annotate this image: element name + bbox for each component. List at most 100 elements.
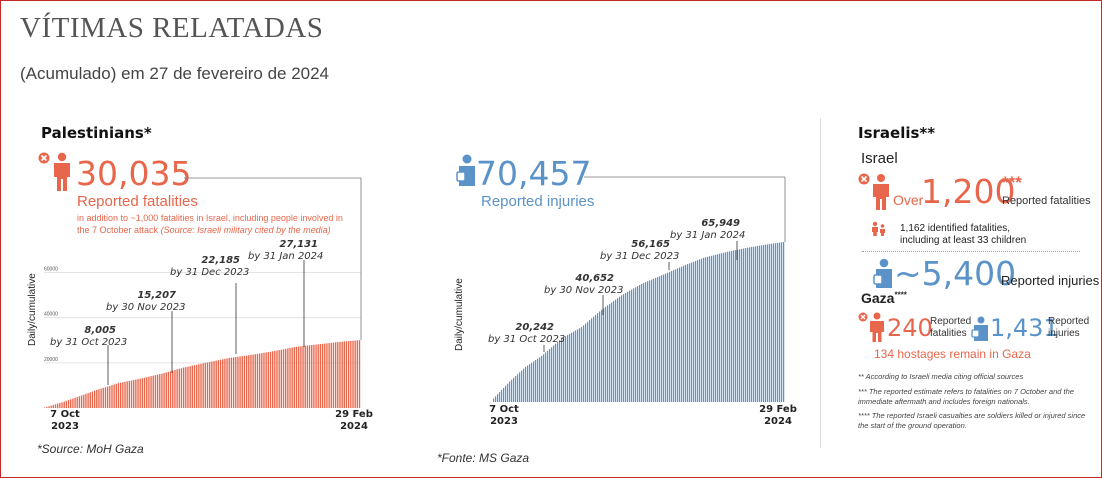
injuries-bar (751, 247, 753, 402)
injuries-bar (555, 343, 557, 402)
fatalities-bar (263, 352, 265, 408)
fatalities-bar (258, 353, 261, 408)
injuries-bar (649, 280, 651, 402)
source-note-1: *Source: MoH Gaza (37, 442, 144, 456)
fatalities-bar (119, 382, 122, 408)
fatalities-annotation-nov: 15,207 by 30 Nov 2023 (106, 290, 186, 313)
fatalities-bar (341, 341, 343, 408)
injuries-bar (591, 318, 593, 402)
israel-fatalities-stars: *** (1002, 173, 1022, 192)
fatalities-bar (219, 359, 222, 408)
fatalities-bar (176, 369, 178, 408)
fatalities-bar (172, 370, 174, 408)
injury-person-icon (456, 154, 475, 186)
israel-subheading: Israel (861, 150, 898, 167)
fatalities-bar (295, 346, 298, 408)
injuries-bar (549, 348, 551, 402)
fatalities-bar (113, 384, 115, 408)
injuries-bar (529, 364, 531, 402)
fatalities-bar (146, 377, 148, 408)
fatalities-bar (161, 373, 163, 408)
injuries-bar (733, 250, 735, 402)
fatalities-bar (317, 344, 319, 408)
injuries-annotation-dec: 56,165 by 31 Dec 2023 (600, 239, 680, 262)
fatalities-bar (50, 405, 52, 408)
injuries-bar (699, 259, 701, 402)
section-divider (820, 118, 821, 448)
fatalities-bar (78, 396, 81, 408)
fatalities-y-tick-label: 60000 (44, 267, 58, 273)
injuries-bar (653, 278, 655, 402)
fatalities-bar (235, 357, 237, 408)
fatalities-bar (239, 356, 241, 408)
injuries-bar (663, 274, 665, 402)
injuries-bar (689, 263, 691, 402)
fatalities-bar (178, 368, 180, 408)
fatalities-bar (332, 342, 335, 408)
injuries-bar (575, 330, 577, 402)
injuries-bar (641, 283, 643, 402)
injuries-bar (747, 247, 749, 402)
injuries-bar (659, 276, 661, 402)
injuries-bar (569, 333, 571, 402)
footnote-3star: *** The reported estimate refers to fata… (858, 387, 1074, 406)
fatalities-bar (343, 341, 345, 408)
injuries-bar (721, 253, 723, 402)
injuries-bar (503, 387, 505, 402)
injuries-bar (567, 335, 569, 402)
fatalities-bar (111, 385, 113, 408)
fatalities-bar (202, 363, 204, 408)
fatalities-bar (308, 345, 311, 408)
israel-fatality-icon (858, 173, 889, 210)
fatalities-bar (187, 366, 189, 408)
fatalities-bar (328, 343, 330, 408)
injuries-bar (545, 352, 547, 402)
fatalities-bar (135, 379, 137, 408)
injuries-bar (719, 253, 721, 402)
injuries-bar (773, 243, 775, 402)
injuries-bar (497, 394, 499, 402)
injuries-bar (661, 275, 663, 402)
fatalities-bar (256, 353, 259, 408)
fatalities-bar (100, 388, 102, 408)
fatalities-bar (291, 347, 293, 408)
injuries-bar (637, 286, 639, 402)
fatalities-bar (319, 344, 322, 408)
fatalities-bar (167, 371, 170, 408)
fatalities-bar (217, 360, 220, 408)
fatalities-bar (269, 351, 272, 408)
fatalities-bar (280, 349, 283, 408)
injuries-bar (525, 366, 527, 402)
footnote-2star: ** According to Israeli media citing off… (858, 372, 1024, 381)
injuries-bar (775, 243, 777, 402)
fatalities-bar (206, 362, 209, 408)
fatalities-bar (302, 346, 304, 408)
fatalities-bar (87, 393, 89, 408)
gaza-fatality-icon (858, 312, 884, 342)
fatalities-bar (67, 400, 70, 408)
fatalities-bar (224, 358, 226, 408)
injuries-bar (593, 316, 595, 402)
fatalities-bar (102, 387, 104, 408)
injuries-bar (573, 331, 575, 402)
injuries-bar (551, 347, 553, 402)
injuries-bar (607, 305, 609, 402)
injuries-bar (737, 249, 739, 402)
injuries-bar (769, 244, 771, 402)
fatalities-bar (241, 356, 243, 408)
injuries-bar (581, 327, 583, 402)
injuries-bar (759, 245, 761, 402)
israel-injury-icon (873, 258, 892, 288)
injuries-bar (681, 266, 683, 402)
fatalities-bar (304, 345, 306, 408)
injuries-bar (713, 255, 715, 402)
fatalities-bar (350, 340, 352, 408)
injuries-bar (667, 272, 669, 402)
fatalities-bar (191, 365, 193, 408)
fatalities-bar (89, 392, 91, 408)
fatalities-bar (334, 342, 337, 408)
injuries-bar (767, 244, 769, 402)
injuries-bar (553, 345, 555, 402)
fatalities-bar (326, 343, 328, 408)
fatalities-bar (339, 341, 341, 408)
